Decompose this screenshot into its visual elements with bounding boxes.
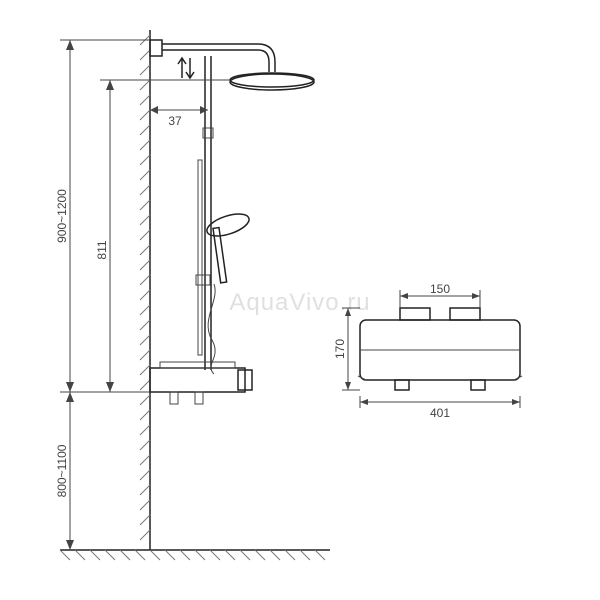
dim-riser: 811 xyxy=(95,80,230,392)
dim-head-offset-label: 37 xyxy=(168,114,182,128)
shower-system xyxy=(150,40,314,404)
technical-drawing: AquaVivo.ru xyxy=(0,0,600,600)
dim-head-offset: 37 xyxy=(150,106,208,128)
wall xyxy=(140,30,150,550)
adjust-arrows-icon xyxy=(178,58,194,78)
dim-panel-bottom-label: 401 xyxy=(430,406,450,420)
dim-total-height-label: 900~1200 xyxy=(55,189,69,243)
floor xyxy=(60,550,330,560)
dim-floor-to-valve: 800~1100 xyxy=(55,392,150,550)
dim-panel-top-label: 150 xyxy=(430,282,450,296)
dim-riser-label: 811 xyxy=(95,240,109,259)
dim-panel-h-label: 170 xyxy=(333,339,347,359)
dim-floor-label: 800~1100 xyxy=(55,444,69,497)
dim-total-height: 900~1200 xyxy=(55,40,150,392)
mixer-valve xyxy=(150,362,252,404)
